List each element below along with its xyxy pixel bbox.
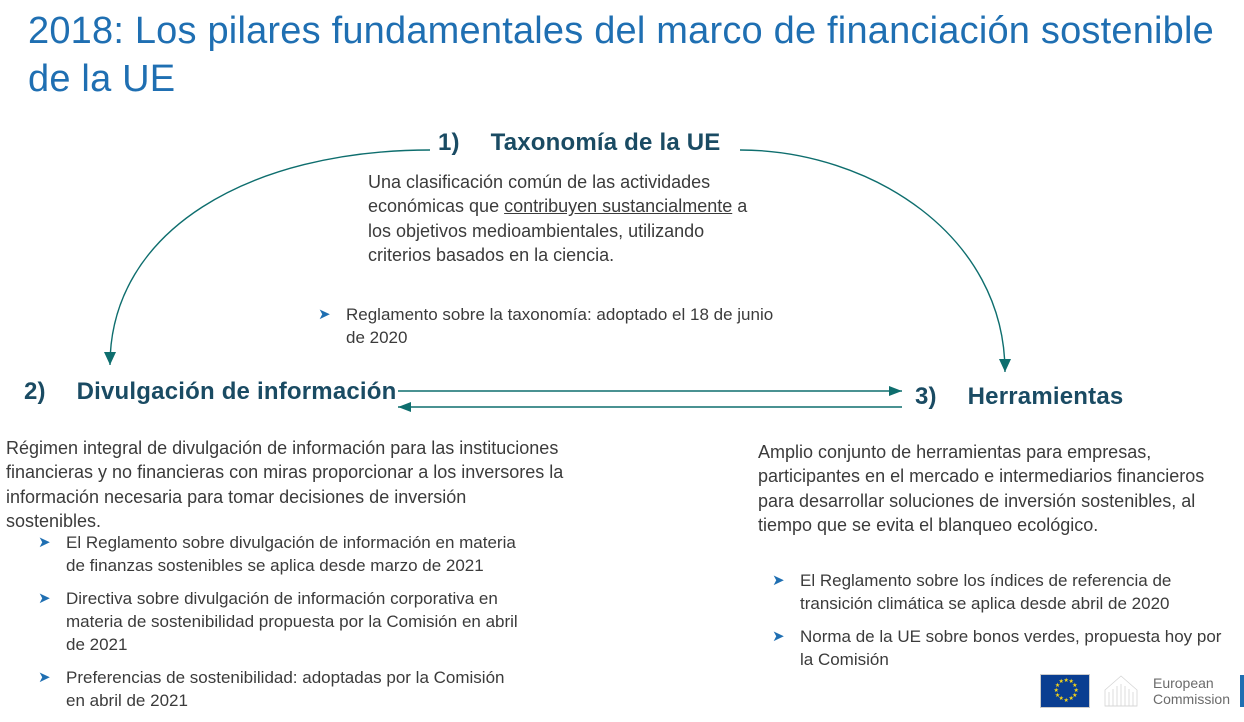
ec-logo-line2: Commission xyxy=(1153,691,1230,707)
pillar-3-number: 3) xyxy=(915,383,947,411)
ec-building-icon xyxy=(1103,674,1139,708)
eu-flag-icon: ★★★★★★★★★★★★ xyxy=(1041,675,1089,707)
pillar-2-bullets: El Reglamento sobre divulgación de infor… xyxy=(38,532,518,722)
pillar-2-number: 2) xyxy=(24,378,56,406)
list-item: El Reglamento sobre divulgación de infor… xyxy=(38,532,518,578)
page-title: 2018: Los pilares fundamentales del marc… xyxy=(28,8,1216,103)
ec-logo: ★★★★★★★★★★★★ European Commission xyxy=(1041,674,1244,708)
pillar-1-label: Taxonomía de la UE xyxy=(491,129,721,156)
slide-container: 2018: Los pilares fundamentales del marc… xyxy=(0,0,1244,722)
pillar-3-bullets: El Reglamento sobre los índices de refer… xyxy=(772,570,1222,682)
pillar-1-body: Una clasificación común de las actividad… xyxy=(368,170,768,267)
list-item: Preferencias de sostenibilidad: adoptada… xyxy=(38,667,518,713)
pillar-2-label: Divulgación de información xyxy=(77,378,397,405)
ec-logo-line1: European xyxy=(1153,675,1230,691)
list-item: Norma de la UE sobre bonos verdes, propu… xyxy=(772,626,1222,672)
list-item: Directiva sobre divulgación de informaci… xyxy=(38,588,518,657)
pillar-1-number: 1) xyxy=(438,129,470,157)
pillar-3-body: Amplio conjunto de herramientas para emp… xyxy=(758,440,1236,537)
pillar-3-heading: 3) Herramientas xyxy=(915,383,1123,411)
pillar-1-body-underline: contribuyen sustancialmente xyxy=(504,196,732,216)
pillar-3-label: Herramientas xyxy=(968,383,1124,410)
list-item: Reglamento sobre la taxonomía: adoptado … xyxy=(318,304,788,350)
pillar-1-bullets: Reglamento sobre la taxonomía: adoptado … xyxy=(318,304,788,360)
pillar-2-heading: 2) Divulgación de información xyxy=(24,378,397,406)
list-item: El Reglamento sobre los índices de refer… xyxy=(772,570,1222,616)
pillar-2-body: Régimen integral de divulgación de infor… xyxy=(6,436,566,533)
ec-logo-text: European Commission xyxy=(1153,675,1244,707)
pillar-1-heading: 1) Taxonomía de la UE xyxy=(438,129,721,157)
